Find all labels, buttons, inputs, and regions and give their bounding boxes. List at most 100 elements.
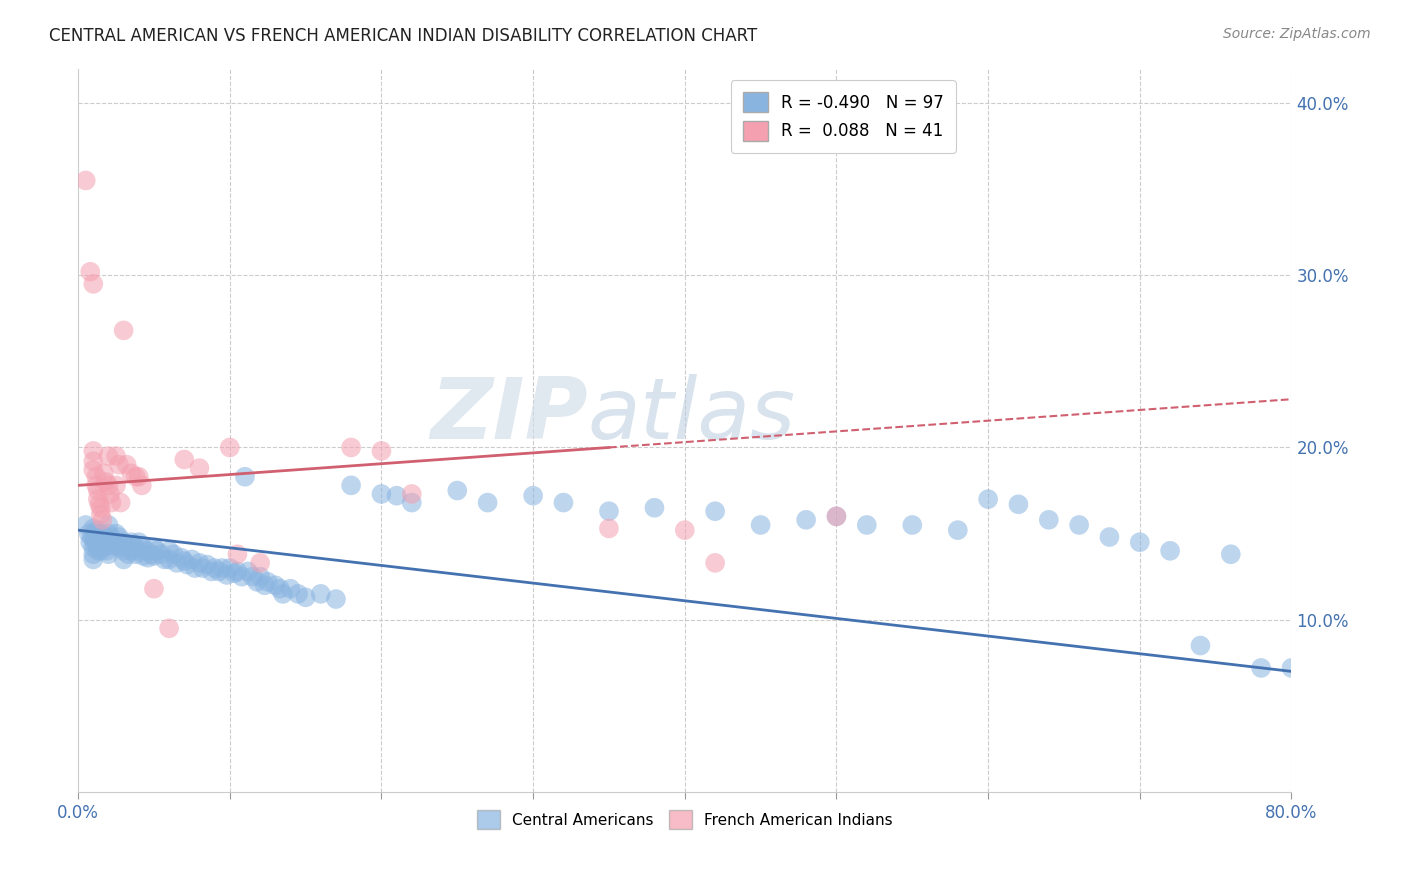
Text: ZIP: ZIP — [430, 375, 588, 458]
Point — [1038, 513, 1060, 527]
Point — [132, 549, 155, 563]
Point — [280, 582, 302, 596]
Point — [75, 173, 97, 187]
Point — [264, 578, 287, 592]
Point — [97, 547, 120, 561]
Point — [211, 561, 233, 575]
Point — [82, 547, 104, 561]
Point — [477, 495, 499, 509]
Point — [180, 552, 202, 566]
Point — [122, 539, 145, 553]
Point — [191, 561, 214, 575]
Point — [94, 475, 117, 489]
Point — [309, 587, 332, 601]
Point — [170, 550, 193, 565]
Point — [77, 526, 100, 541]
Point — [86, 530, 108, 544]
Point — [97, 478, 120, 492]
Point — [704, 504, 727, 518]
Point — [89, 530, 111, 544]
Point — [87, 492, 110, 507]
Point — [128, 469, 150, 483]
Point — [1281, 661, 1303, 675]
Point — [79, 535, 101, 549]
Point — [825, 509, 848, 524]
Point — [325, 592, 347, 607]
Point — [522, 489, 544, 503]
Point — [91, 541, 114, 555]
Point — [90, 508, 112, 522]
Point — [96, 544, 118, 558]
Point — [153, 552, 176, 566]
Point — [195, 558, 218, 572]
Point — [901, 518, 924, 533]
Point — [101, 535, 124, 549]
Point — [128, 544, 150, 558]
Point — [97, 518, 120, 533]
Point — [236, 565, 259, 579]
Point — [401, 487, 423, 501]
Point — [553, 495, 575, 509]
Point — [98, 487, 121, 501]
Point — [401, 495, 423, 509]
Point — [242, 569, 264, 583]
Point — [173, 554, 195, 568]
Point — [120, 535, 142, 549]
Point — [1219, 547, 1241, 561]
Point — [115, 458, 138, 472]
Point — [218, 561, 240, 575]
Point — [91, 532, 114, 546]
Point — [87, 483, 110, 498]
Point — [142, 549, 165, 563]
Point — [287, 587, 309, 601]
Point — [271, 587, 294, 601]
Legend: Central Americans, French American Indians: Central Americans, French American India… — [471, 804, 898, 835]
Point — [269, 582, 291, 596]
Point — [176, 558, 198, 572]
Text: CENTRAL AMERICAN VS FRENCH AMERICAN INDIAN DISABILITY CORRELATION CHART: CENTRAL AMERICAN VS FRENCH AMERICAN INDI… — [49, 27, 758, 45]
Point — [89, 539, 111, 553]
Point — [112, 544, 135, 558]
Point — [89, 497, 111, 511]
Point — [82, 277, 104, 291]
Point — [93, 467, 115, 481]
Point — [112, 535, 135, 549]
Point — [94, 539, 117, 553]
Point — [218, 441, 240, 455]
Point — [83, 535, 105, 549]
Point — [115, 539, 138, 553]
Point — [643, 500, 665, 515]
Point — [105, 526, 128, 541]
Point — [253, 578, 276, 592]
Point — [146, 544, 169, 558]
Point — [128, 535, 150, 549]
Point — [173, 452, 195, 467]
Point — [749, 518, 772, 533]
Point — [120, 544, 142, 558]
Point — [86, 469, 108, 483]
Point — [94, 530, 117, 544]
Point — [108, 458, 131, 472]
Point — [125, 547, 148, 561]
Point — [1007, 497, 1029, 511]
Point — [86, 523, 108, 537]
Point — [82, 541, 104, 555]
Point — [246, 574, 269, 589]
Point — [157, 552, 180, 566]
Point — [163, 547, 186, 561]
Point — [90, 544, 112, 558]
Point — [226, 565, 249, 579]
Point — [673, 523, 696, 537]
Point — [97, 535, 120, 549]
Point — [97, 449, 120, 463]
Point — [233, 469, 256, 483]
Point — [135, 544, 157, 558]
Point — [112, 552, 135, 566]
Point — [90, 500, 112, 515]
Point — [91, 513, 114, 527]
Point — [79, 265, 101, 279]
Point — [93, 537, 115, 551]
Point — [139, 547, 162, 561]
Point — [825, 509, 848, 524]
Point — [80, 530, 103, 544]
